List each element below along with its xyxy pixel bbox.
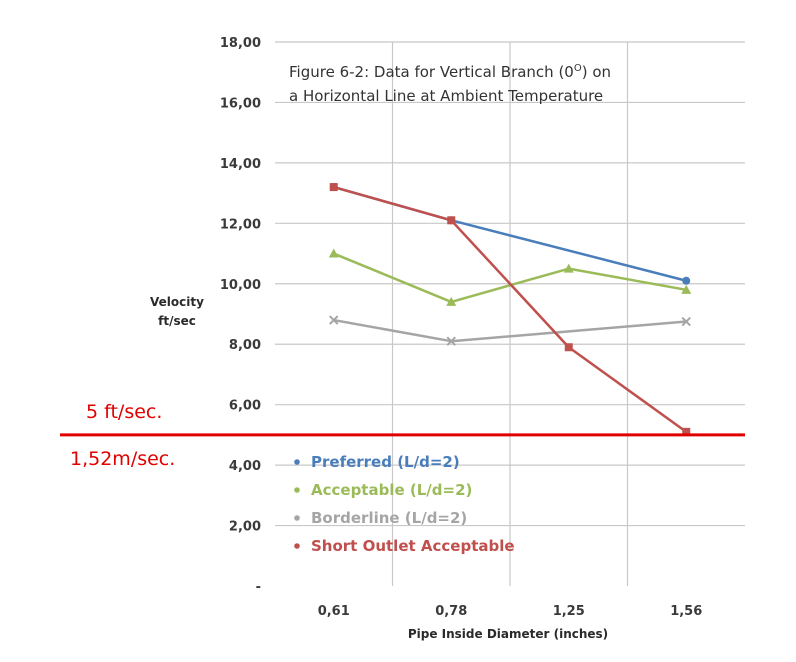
data-point [447,216,456,225]
series-line [333,185,687,433]
x-tick-label: 0,61 [318,604,350,619]
y-tick-label: 4,00 [229,459,261,474]
legend-marker [294,543,300,549]
series-layer [328,183,692,436]
y-tick-label: 2,00 [229,520,261,535]
series-3 [329,183,691,436]
data-point [446,296,457,306]
x-axis-title: Pipe Inside Diameter (inches) [408,627,608,641]
data-point [446,336,456,346]
reference-label-ft: 5 ft/sec. [86,401,162,423]
y-axis-title-line2: ft/sec [158,314,196,328]
y-tick-label: 14,00 [220,157,261,172]
y-axis-title-line1: Velocity [150,295,204,309]
x-tick-label: 0,78 [435,604,467,619]
reference-label-m: 1,52m/sec. [70,448,175,470]
data-point [329,315,339,325]
reference-line-group: 5 ft/sec. 1,52m/sec. [60,401,745,470]
y-tick-label: 10,00 [220,278,261,293]
series-2 [329,315,691,346]
y-tick-label: 12,00 [220,217,261,232]
chart-title-line1: Figure 6-2: Data for Vertical Branch (0O… [289,63,611,81]
y-tick-label: 6,00 [229,399,261,414]
data-point [563,263,574,273]
y-tick-label: 8,00 [229,338,261,353]
x-tick-label: 1,56 [670,604,702,619]
data-point [328,248,339,258]
x-tick-label: 1,25 [553,604,585,619]
legend-entry: Short Outlet Acceptable [311,537,515,555]
legend-entry: Borderline (L/d=2) [311,509,467,527]
legend-entry: Acceptable (L/d=2) [311,481,472,499]
y-tick-label: 18,00 [220,36,261,51]
grid [275,41,745,586]
data-point [682,427,691,436]
legend-marker [294,487,300,493]
y-tick-label: - [256,580,261,595]
chart-title-line2: a Horizontal Line at Ambient Temperature [289,87,603,105]
data-point [681,284,692,294]
data-point [564,343,573,352]
data-point [329,183,338,192]
legend-marker [294,515,300,521]
y-tick-label: 16,00 [220,96,261,111]
legend-marker [294,459,300,465]
data-point [681,316,691,327]
legend: Preferred (L/d=2) Acceptable (L/d=2) Borde… [294,453,515,555]
legend-entry: Preferred (L/d=2) [311,453,460,471]
axes: - 2,00 4,00 6,00 8,00 10,00 12,00 14,00 16,00 18,… [220,36,702,619]
data-point [682,276,691,285]
